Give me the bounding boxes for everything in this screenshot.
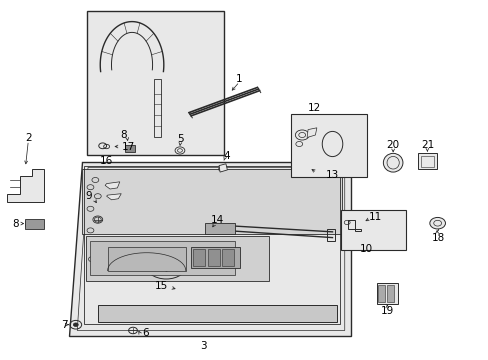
Polygon shape (107, 247, 185, 271)
Text: 8: 8 (12, 219, 19, 229)
Text: 3: 3 (200, 341, 206, 351)
Text: 17: 17 (121, 141, 135, 152)
Text: 6: 6 (142, 328, 148, 338)
Bar (326, 229, 335, 241)
Bar (193, 249, 204, 266)
Bar (417, 153, 436, 169)
Ellipse shape (322, 131, 342, 157)
Text: 20: 20 (386, 140, 399, 150)
Polygon shape (90, 241, 234, 275)
Bar (205, 223, 234, 234)
Polygon shape (106, 194, 121, 200)
Bar (222, 249, 234, 266)
Bar (207, 249, 219, 266)
Circle shape (429, 217, 445, 229)
Text: 9: 9 (85, 191, 92, 201)
Bar (190, 247, 239, 268)
Polygon shape (82, 169, 342, 234)
Text: 19: 19 (380, 306, 393, 316)
Bar (376, 283, 397, 304)
Bar (378, 285, 385, 302)
Circle shape (295, 130, 308, 140)
Text: 16: 16 (100, 156, 113, 166)
Text: 10: 10 (360, 244, 372, 254)
Bar (386, 285, 393, 302)
Polygon shape (154, 79, 161, 137)
Text: 18: 18 (430, 233, 444, 243)
Text: 4: 4 (223, 150, 229, 161)
Circle shape (175, 147, 184, 154)
Polygon shape (69, 162, 350, 336)
Polygon shape (7, 169, 44, 202)
Text: 12: 12 (307, 103, 321, 113)
Bar (124, 145, 135, 152)
Polygon shape (219, 164, 227, 172)
Bar (291, 114, 366, 177)
Text: 7: 7 (61, 320, 67, 330)
Polygon shape (105, 182, 120, 189)
Bar (98, 305, 337, 322)
Text: 21: 21 (420, 140, 433, 150)
Text: 5: 5 (177, 134, 184, 144)
Bar (87, 11, 224, 155)
Circle shape (73, 323, 78, 327)
Polygon shape (306, 128, 316, 138)
Text: 14: 14 (210, 215, 224, 225)
Text: 15: 15 (154, 281, 167, 291)
Bar (25, 219, 44, 229)
Text: 11: 11 (368, 212, 382, 222)
Text: 2: 2 (25, 132, 32, 143)
Ellipse shape (383, 153, 402, 172)
Text: 13: 13 (325, 170, 339, 180)
Text: 1: 1 (236, 74, 243, 84)
Bar (341, 210, 405, 250)
Polygon shape (85, 236, 268, 281)
Bar (420, 156, 433, 167)
Text: 8: 8 (120, 130, 126, 140)
